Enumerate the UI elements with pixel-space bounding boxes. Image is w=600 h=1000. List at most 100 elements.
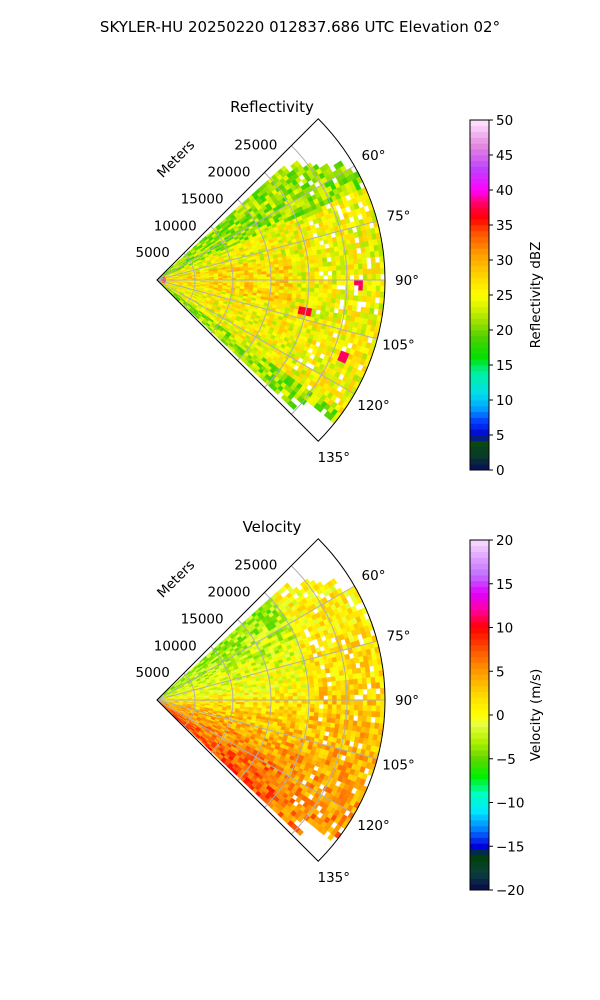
colorbar-segment [470,160,489,168]
radar-cell [371,291,377,298]
radar-cell [292,688,298,694]
radar-cell [336,685,342,691]
radar-cell [331,681,337,687]
radar-cell [257,705,263,709]
radar-cell [283,709,289,714]
radar-cell [362,274,368,281]
radar-cell [310,691,315,697]
radar-cell [318,686,324,692]
radar-cell [292,276,298,281]
radar-cell [362,710,368,717]
colorbar-tick-label: 5 [496,428,505,444]
radar-cell [287,710,293,715]
radar-cell [305,263,311,269]
radar-cell [348,259,354,266]
radar-cell [295,257,301,262]
radar-cell [283,266,289,271]
radar-cell [312,254,319,260]
radar-cell [369,302,376,309]
colorbar-segment [470,137,489,144]
radar-cell [380,267,386,275]
radar-cell [257,688,263,693]
radar-cell [369,307,375,315]
radar-cell [322,686,328,692]
radar-cell [331,713,337,719]
radar-cell [350,663,357,670]
radar-cell [310,279,315,285]
radar-cell [296,703,302,708]
radar-cell [317,301,323,307]
radar-cell [279,706,285,711]
radar-cell [335,255,341,262]
colorbar-segment [470,400,489,407]
radar-cell [305,683,311,689]
radar-cell [361,252,367,259]
colorbar-segment [470,452,489,459]
radar-cell [295,714,302,720]
radar-cell [370,296,376,304]
radar-cell [287,682,293,687]
theta-tick-label: 75° [387,208,411,224]
radar-cell [292,685,298,690]
radar-cell [305,695,311,701]
radar-cell [327,695,333,701]
radar-cell [335,260,341,267]
colorbar-segment [470,370,489,378]
radar-cell [375,268,381,275]
radar-cell [314,708,320,713]
radar-cell [235,275,241,279]
radar-cell [331,289,337,295]
radar-cell [335,680,341,687]
r-tick-label: 10000 [154,218,197,234]
radar-cell [301,707,307,712]
radar-cell [270,285,276,290]
radar-cell [287,262,293,267]
colorbar-segment [470,184,489,191]
radar-cell [369,722,376,729]
radar-cell [296,287,302,292]
radar-cell [291,677,297,683]
radar-cell [348,294,354,301]
radar-cell [370,256,376,264]
radar-cell [331,685,337,691]
radar-cell [367,694,372,701]
radar-cell [312,250,318,256]
radar-cell [253,271,258,276]
radar-cell [362,694,368,701]
radar-cell [371,699,377,706]
radar-cell [283,699,289,704]
radar-cell [288,279,294,284]
radar-cell [331,270,337,276]
radar-cell [318,266,324,272]
radar-cell [261,694,267,698]
radar-cell [296,283,302,288]
radar-cell [336,289,342,295]
radar-cell [283,286,289,291]
radar-cell [300,714,306,720]
radar-cell [282,262,288,267]
radar-cell [322,677,328,683]
radar-cell [374,676,381,683]
radar-cell [308,715,315,721]
radar-cell [274,270,280,274]
radar-cell [292,283,298,288]
colorbar-tick-label: 30 [496,253,513,269]
radar-cell [321,253,327,259]
radar-cell [296,268,302,273]
colorbar-segment [470,353,489,360]
radar-cell [218,276,223,279]
colorbar-tick-label: 50 [496,113,513,129]
radar-cell [331,690,337,696]
radar-cell [231,275,237,279]
radar-cell [279,273,285,277]
colorbar-segment [470,411,489,418]
radar-cell [340,269,346,276]
radar-cell [279,703,285,707]
radar-cell [357,290,363,297]
radar-cell [301,283,307,288]
radar-cell [319,699,324,705]
radar-cell [314,703,320,709]
radar-cell [367,285,372,292]
radar-cell [240,702,245,705]
radar-cell [345,269,351,276]
